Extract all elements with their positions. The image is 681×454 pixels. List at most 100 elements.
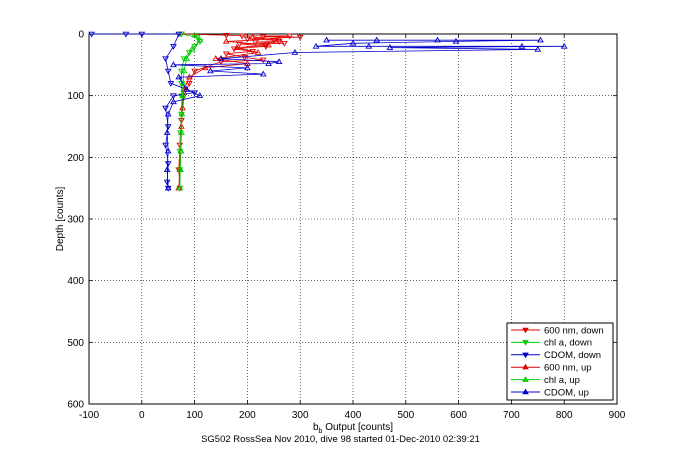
x-tick-label: 200 xyxy=(239,410,256,421)
data-point xyxy=(291,49,299,55)
data-point xyxy=(179,92,186,98)
data-point xyxy=(244,64,251,71)
data-point xyxy=(312,42,320,49)
x-tick-label: 700 xyxy=(503,410,520,421)
legend-entry: CDOM, down xyxy=(544,350,601,361)
data-point xyxy=(365,42,373,49)
series-line xyxy=(179,34,201,189)
data-point xyxy=(191,68,198,75)
x-tick-label: 0 xyxy=(139,410,145,421)
data-point xyxy=(188,45,196,52)
x-tick-label: 100 xyxy=(186,410,203,421)
x-tick-label: 900 xyxy=(609,410,626,421)
data-point xyxy=(177,147,185,154)
data-point xyxy=(164,161,172,167)
y-tick-label: 500 xyxy=(67,338,84,349)
data-point xyxy=(349,39,357,46)
data-point xyxy=(88,31,96,38)
legend-entry: chl a, down xyxy=(544,338,592,349)
data-point xyxy=(164,68,172,75)
data-point xyxy=(170,44,177,50)
data-point xyxy=(191,44,198,50)
data-point xyxy=(259,57,267,64)
data-point xyxy=(162,105,169,112)
data-point xyxy=(178,110,186,117)
x-tick-label: 500 xyxy=(397,410,414,421)
data-point xyxy=(162,56,169,63)
data-point xyxy=(241,55,249,61)
axis-ticks: -100 0 100 200 300 400 500 600 700 800 900 0 100 200 3… xyxy=(67,30,625,422)
legend-marker xyxy=(522,352,529,359)
data-point xyxy=(180,67,188,74)
data-point xyxy=(170,61,177,68)
data-point xyxy=(452,37,460,44)
data-point xyxy=(259,70,267,77)
data-point xyxy=(163,129,171,135)
data-point xyxy=(373,36,381,43)
data-point xyxy=(296,34,304,41)
legend-marker xyxy=(522,388,529,395)
x-axis-label-rest: Output [counts] xyxy=(322,422,393,433)
x-tick-label: 400 xyxy=(345,410,362,421)
x-tick-label: -100 xyxy=(79,410,99,421)
data-point xyxy=(170,98,177,105)
data-point xyxy=(183,55,191,61)
data-point xyxy=(164,110,172,117)
series-line xyxy=(166,39,565,189)
data-point xyxy=(254,49,262,55)
data-point xyxy=(518,42,526,49)
data-point xyxy=(212,55,220,61)
data-point xyxy=(222,51,230,58)
y-tick-label: 0 xyxy=(78,30,84,41)
data-marks xyxy=(88,31,568,192)
legend-entry: chl a, up xyxy=(544,375,580,386)
y-axis-label: Depth [counts] xyxy=(55,187,66,252)
x-tick-label: 600 xyxy=(450,410,467,421)
data-point xyxy=(386,44,394,50)
data-point xyxy=(164,124,172,130)
data-point xyxy=(534,45,542,52)
data-point xyxy=(201,64,209,71)
data-point xyxy=(286,33,294,40)
data-point xyxy=(167,81,175,87)
y-tick-label: 600 xyxy=(67,400,84,411)
data-point xyxy=(176,166,184,172)
data-point xyxy=(275,35,283,42)
data-point xyxy=(163,179,171,186)
data-point xyxy=(175,31,183,38)
legend-entry: 600 nm, down xyxy=(544,325,604,336)
x-tick-label: 300 xyxy=(292,410,309,421)
y-tick-label: 400 xyxy=(67,276,84,287)
data-point xyxy=(265,60,272,66)
data-point xyxy=(122,31,130,38)
data-point xyxy=(537,36,544,43)
data-point xyxy=(196,92,204,98)
data-point xyxy=(222,32,230,39)
legend-marker xyxy=(522,376,529,382)
x-axis-label: bb Output [counts] xyxy=(313,422,393,435)
data-point xyxy=(191,31,198,38)
x-tick-label: 800 xyxy=(556,410,573,421)
legend-marker xyxy=(522,340,529,346)
data-point xyxy=(434,36,441,43)
data-point xyxy=(222,37,230,44)
data-point xyxy=(217,55,225,61)
legend-entry: 600 nm, up xyxy=(544,363,592,374)
data-point xyxy=(323,36,330,43)
legend-entry: CDOM, up xyxy=(544,387,589,398)
y-tick-label: 100 xyxy=(67,91,84,102)
data-point xyxy=(163,166,171,172)
data-point xyxy=(249,33,257,40)
legend-box xyxy=(506,322,614,401)
data-point xyxy=(183,86,191,92)
data-point xyxy=(275,58,283,65)
series-5 xyxy=(163,36,568,191)
series-4 xyxy=(176,31,204,191)
data-point xyxy=(170,93,177,100)
x-axis-label-main: b xyxy=(313,422,319,433)
data-point xyxy=(162,142,169,149)
data-point xyxy=(259,34,267,40)
data-point xyxy=(164,184,172,191)
data-point xyxy=(233,44,241,50)
